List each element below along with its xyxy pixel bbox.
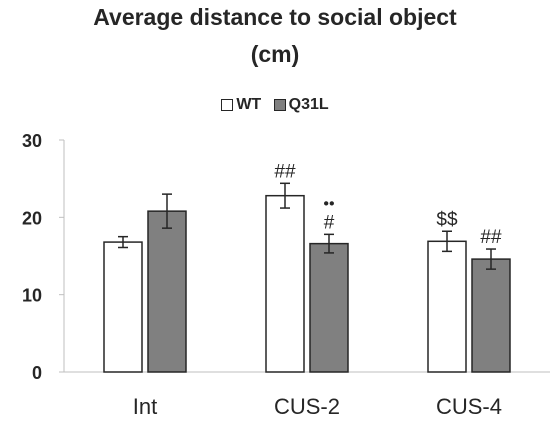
y-tick-label: 20 xyxy=(22,208,42,228)
y-tick-label: 10 xyxy=(22,286,42,306)
y-tick-label: 30 xyxy=(22,131,42,151)
bar-wt-cus-4 xyxy=(427,240,467,373)
significance-annotation: # xyxy=(324,212,335,233)
x-tick-label: CUS-2 xyxy=(274,394,340,419)
x-tick-label: Int xyxy=(133,394,157,419)
significance-annotation: ## xyxy=(480,227,502,248)
bar-q31l-cus-2 xyxy=(309,242,349,373)
legend-label-wt: WT xyxy=(236,96,262,113)
legend-label-q31l: Q31L xyxy=(288,96,329,113)
x-tick-label: CUS-4 xyxy=(436,394,502,419)
legend-item-wt: WT xyxy=(221,96,261,114)
chart-title-line-1: Average distance to social object xyxy=(93,4,457,30)
chart-legend: WT Q31L xyxy=(0,96,550,116)
chart-title-line-2: (cm) xyxy=(250,41,300,67)
legend-item-q31l: Q31L xyxy=(273,96,329,114)
bar-q31l-int xyxy=(147,210,187,373)
legend-swatch-wt xyxy=(221,99,234,111)
bar-wt-int xyxy=(103,241,143,373)
significance-annotation: $$ xyxy=(436,209,458,230)
bar-wt-cus-2 xyxy=(265,194,305,373)
bar-q31l-cus-4 xyxy=(471,258,511,373)
legend-swatch-q31l xyxy=(273,99,286,111)
y-tick-label: 0 xyxy=(32,363,42,383)
significance-annotation: ## xyxy=(274,161,296,182)
significance-annotation: •• xyxy=(323,195,334,212)
